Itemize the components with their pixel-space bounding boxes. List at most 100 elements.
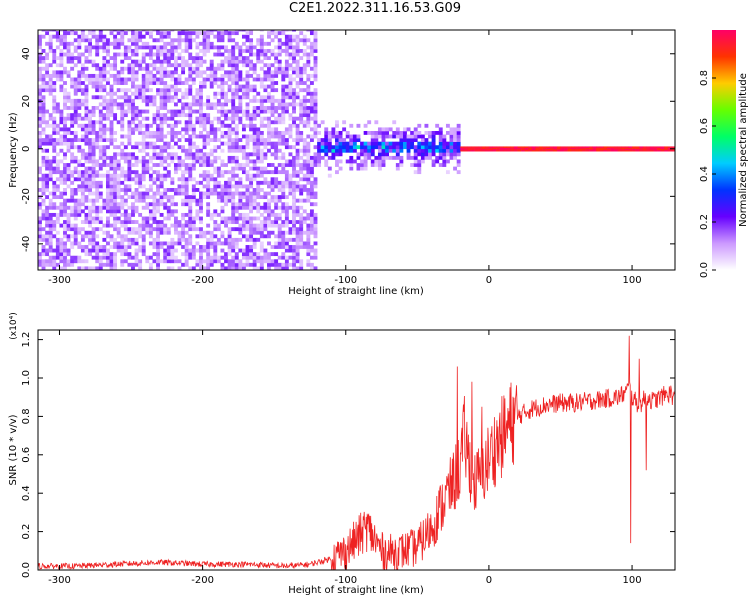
spectrogram-cell: [596, 146, 601, 148]
spectrogram-cell: [134, 155, 139, 160]
spectrogram-cell: [127, 134, 132, 139]
spectrogram-cell: [206, 155, 211, 160]
spectrogram-cell: [141, 216, 146, 221]
spectrogram-cell: [292, 109, 296, 114]
spectrogram-cell: [220, 209, 225, 214]
spectrogram-cell: [227, 180, 232, 185]
spectrogram-cell: [206, 184, 211, 189]
spectrogram-cell: [91, 95, 96, 100]
spectrogram-cell: [249, 30, 254, 32]
spectrogram-cell: [370, 141, 375, 146]
spectrogram-cell: [84, 123, 89, 128]
spectrogram-cell: [173, 155, 178, 160]
spectrogram-cell: [614, 147, 619, 150]
spectrogram-cell: [238, 98, 243, 103]
spectrogram-cell: [105, 52, 110, 57]
spectrogram-cell: [95, 184, 100, 189]
spectrogram-cell: [241, 84, 246, 89]
spectrogram-cell: [213, 220, 218, 224]
spectrogram-cell: [370, 159, 375, 164]
spectrogram-cell: [281, 141, 286, 146]
spectrogram-cell: [102, 116, 107, 121]
spectrogram-cell: [152, 212, 157, 217]
spectrogram-cell: [284, 159, 289, 164]
spectrogram-cell: [88, 212, 92, 217]
spectrogram-cell: [163, 141, 168, 146]
spectrogram-cell: [55, 212, 60, 217]
spectrogram-cell: [156, 66, 160, 71]
spectrogram-cell: [259, 180, 264, 185]
spectrogram-cell: [191, 102, 196, 107]
spectrogram-cell: [302, 120, 307, 125]
spectrogram-cell: [499, 146, 504, 148]
spectrogram-cell: [267, 262, 271, 267]
spectrogram-cell: [195, 70, 200, 75]
spectrogram-cell: [95, 41, 100, 46]
spectrogram-cell: [241, 34, 246, 39]
spectrogram-cell: [163, 116, 168, 121]
spectrogram-cell: [288, 173, 293, 178]
spectrogram-cell: [41, 109, 46, 114]
spectrogram-cell: [138, 159, 143, 164]
spectrogram-cell: [306, 77, 311, 82]
spectrogram-cell: [188, 241, 193, 246]
spectrogram-cell: [599, 147, 604, 150]
spectrogram-cell: [70, 212, 75, 217]
y-tick-label: 0: [21, 146, 32, 152]
spectrogram-cell: [41, 102, 46, 107]
spectrogram-cell: [199, 63, 203, 68]
spectrogram-cell: [288, 34, 293, 39]
spectrogram-cell: [80, 66, 85, 71]
spectrogram-cell: [59, 56, 64, 61]
spectrogram-cell: [191, 127, 196, 132]
spectrogram-cell: [80, 155, 85, 160]
spectrogram-cell: [177, 223, 182, 228]
spectrogram-cell: [170, 145, 175, 150]
spectrogram-cell: [249, 152, 254, 157]
spectrogram-cell: [159, 177, 164, 182]
spectrogram-cell: [170, 198, 175, 203]
spectrogram-cell: [284, 130, 289, 135]
spectrogram-cell: [120, 31, 125, 36]
spectrogram-cell: [84, 130, 89, 135]
spectrogram-cell: [199, 220, 203, 224]
spectrogram-cell: [52, 188, 57, 192]
spectrogram-cell: [313, 34, 318, 39]
spectrogram-cell: [184, 184, 189, 189]
spectrogram-cell: [431, 148, 436, 153]
spectrogram-cell: [270, 73, 275, 78]
spectrogram-cell: [381, 159, 386, 164]
spectrogram-cell: [299, 31, 304, 36]
spectrogram-cell: [48, 170, 53, 175]
spectrogram-cell: [66, 91, 71, 96]
spectrogram-cell: [292, 266, 296, 270]
spectrogram-cell: [492, 150, 497, 152]
spectrogram-cell: [123, 134, 128, 139]
spectrogram-cell: [55, 255, 60, 260]
spectrogram-cell: [84, 59, 89, 64]
spectrogram-cell: [109, 166, 114, 171]
spectrogram-cell: [113, 237, 118, 242]
spectrogram-cell: [156, 56, 160, 61]
spectrogram-cell: [98, 38, 103, 43]
spectrogram-cell: [188, 31, 193, 36]
spectrogram-cell: [259, 106, 264, 110]
spectrogram-cell: [213, 177, 218, 182]
spectrogram-cell: [320, 145, 325, 150]
spectrogram-cell: [163, 177, 168, 182]
spectrogram-cell: [77, 148, 82, 153]
spectrogram-cell: [252, 188, 257, 192]
spectrogram-cell: [199, 31, 203, 36]
spectrogram-cell: [188, 145, 193, 150]
spectrogram-cell: [360, 148, 364, 153]
spectrogram-cell: [123, 66, 128, 71]
spectrogram-cell: [152, 141, 157, 146]
spectrogram-cell: [381, 163, 386, 167]
spectrogram-cell: [188, 220, 193, 224]
spectrogram-cell: [184, 95, 189, 100]
spectrogram-cell: [102, 159, 107, 164]
spectrogram-cell: [270, 198, 275, 203]
spectrogram-cell: [614, 150, 619, 152]
spectrogram-cell: [256, 113, 261, 118]
spectrogram-cell: [252, 245, 257, 249]
